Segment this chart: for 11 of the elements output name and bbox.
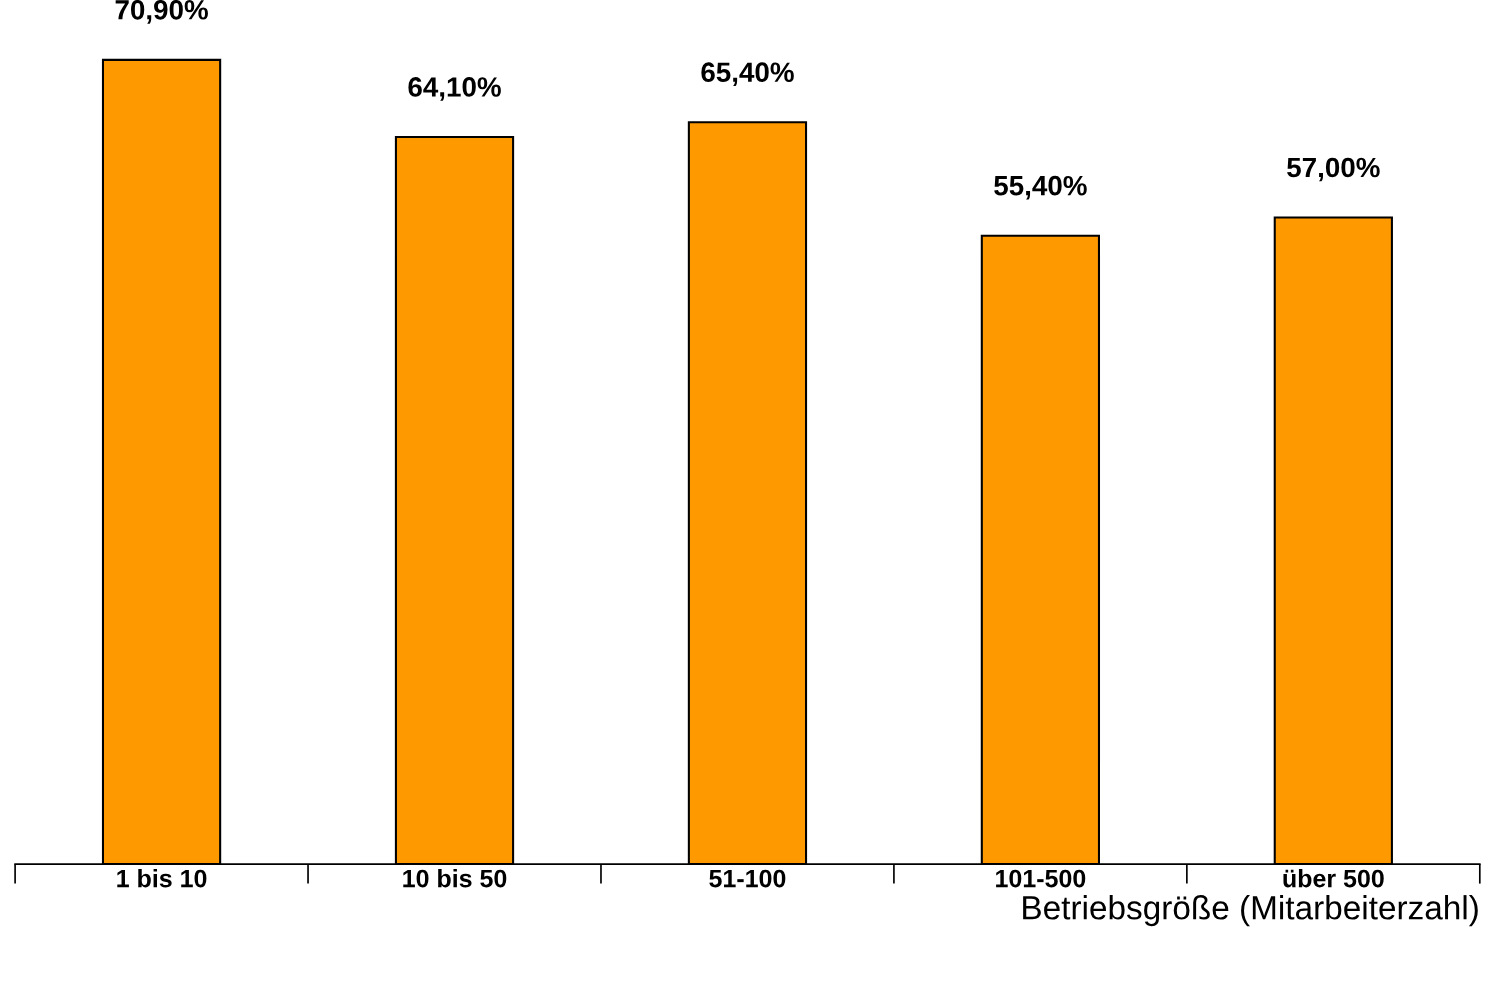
x-tick-label: über 500 [1283,869,1384,888]
x-tick-label: 101-500 [996,869,1086,888]
x-axis-title: Betriebsgröße (Mitarbeiterzahl) [1023,895,1478,927]
data-label: 70,90% [115,0,208,24]
x-tick-label: 10 bis 50 [403,869,507,888]
data-label: 57,00% [1287,157,1380,182]
data-label: 65,40% [701,62,794,87]
x-tick-label: 51-100 [709,869,786,888]
x-tick-label: 1 bis 10 [117,869,207,888]
data-label: 55,40% [994,175,1087,200]
data-label: 64,10% [408,77,501,101]
